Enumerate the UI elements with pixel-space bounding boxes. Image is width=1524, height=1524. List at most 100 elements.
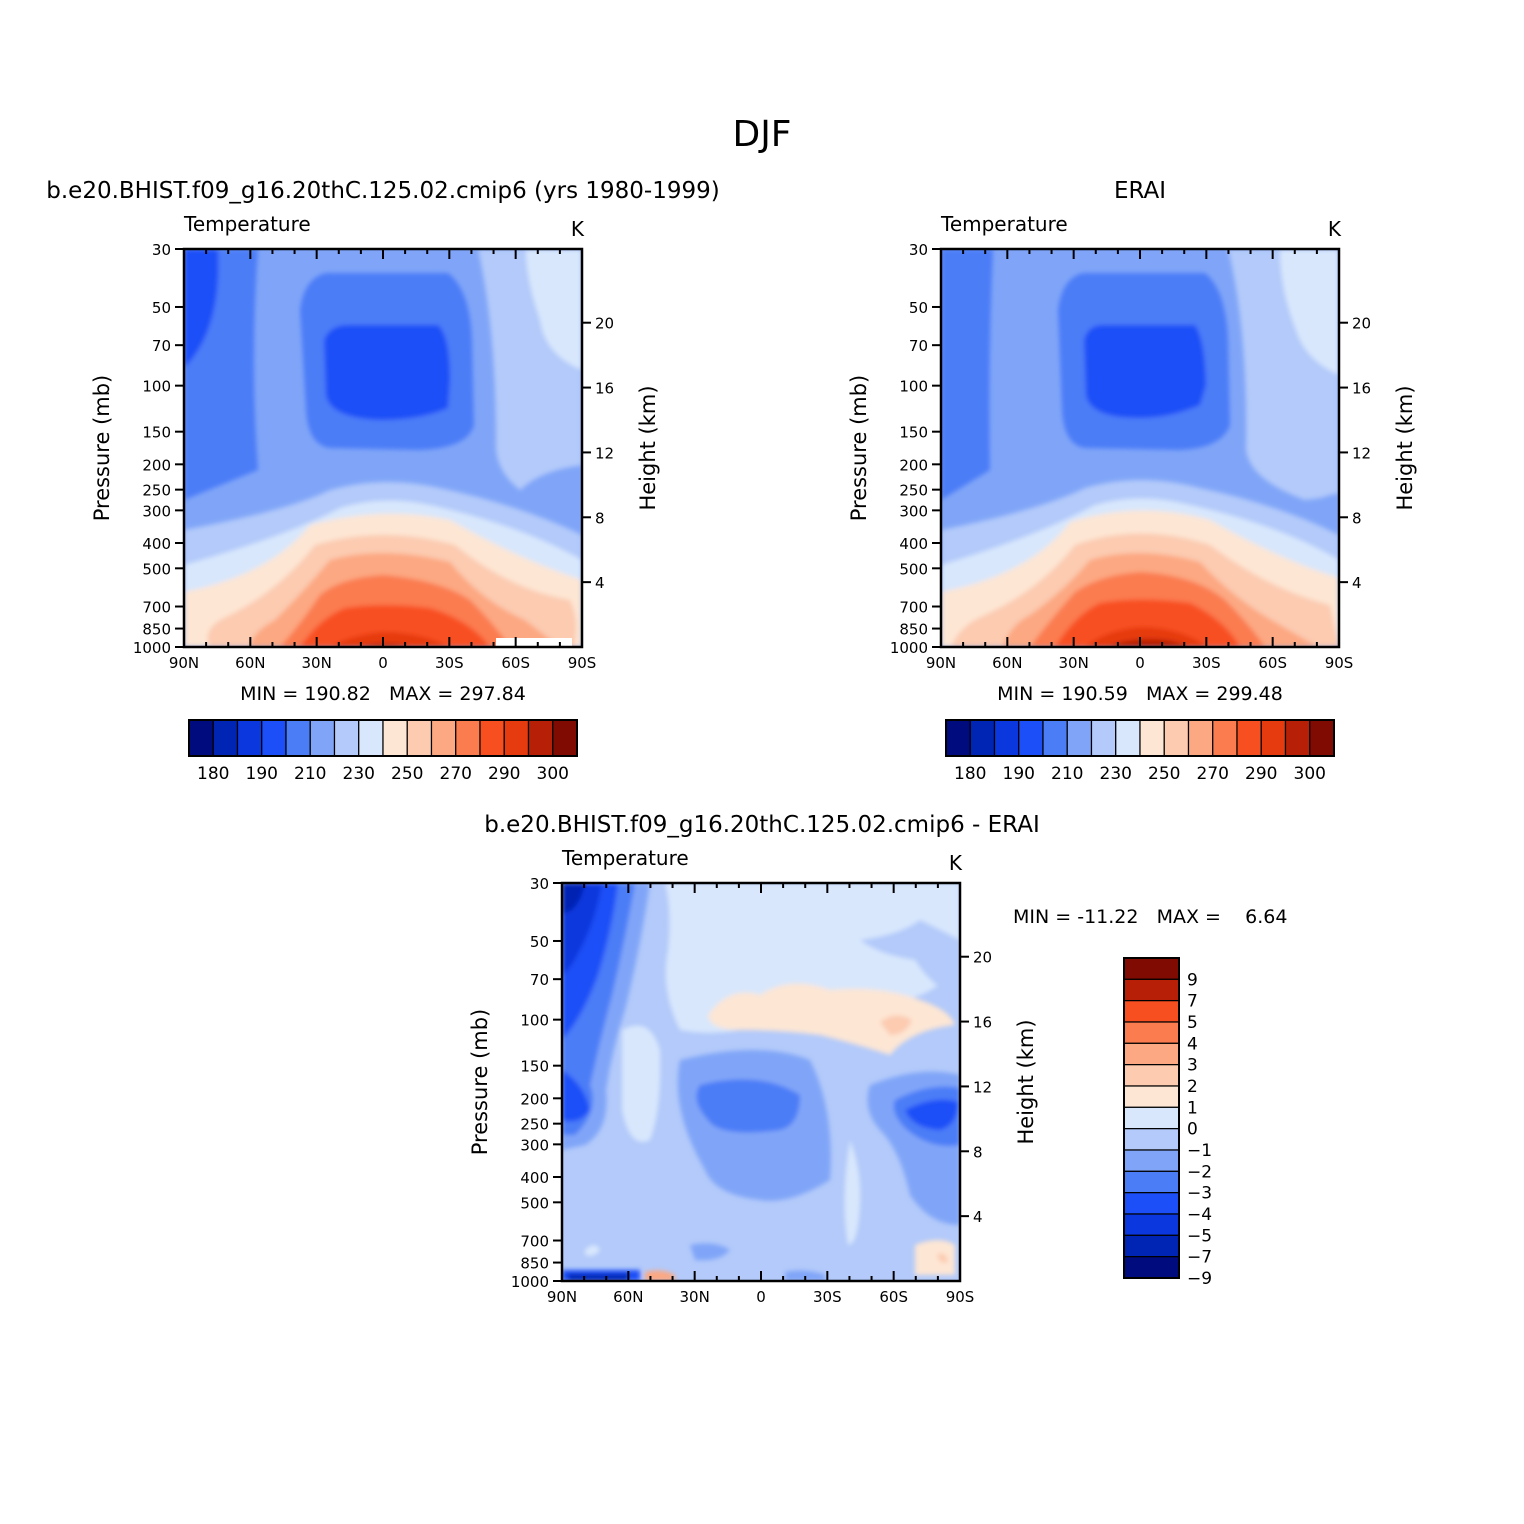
colorbar-swatch: [1123, 1256, 1180, 1279]
contour-band: [520, 465, 582, 518]
contour-band: [324, 325, 450, 420]
panel-model-variable-label: Temperature: [183, 212, 311, 236]
y2-tick-label: 20: [595, 315, 614, 333]
y-tick-label: 500: [899, 560, 928, 578]
x-tick-label: 60S: [879, 1288, 908, 1306]
y-tick-label: 250: [142, 482, 171, 500]
x-tick-label: 60N: [992, 654, 1022, 672]
y-tick-label: 50: [909, 299, 928, 317]
x-tick-label: 90N: [926, 654, 956, 672]
y-tick-label: 200: [899, 456, 928, 474]
y-tick-label: 150: [142, 424, 171, 442]
y2-tick-label: 16: [1352, 380, 1371, 398]
colorbar-swatch: [1123, 978, 1180, 1002]
panel-model-colorbar: 180 190 210 230 250 270 290 300: [188, 719, 578, 784]
colorbar-label: 180: [954, 764, 986, 784]
contour-band: [915, 1240, 955, 1275]
colorbar-label: 3: [1187, 1056, 1198, 1076]
y-tick-label: 300: [899, 502, 928, 520]
colorbar-label: 210: [294, 764, 326, 784]
panel-diff-title: b.e20.BHIST.f09_g16.20thC.125.02.cmip6 -…: [484, 812, 1039, 838]
contour-band: [1108, 639, 1188, 647]
panel-obs-units-label: K: [1328, 217, 1342, 241]
panel-obs-colorbar: 180 190 210 230 250 270 290 300: [945, 719, 1335, 784]
colorbar-label: 210: [1051, 764, 1083, 784]
y-tick-label: 50: [530, 933, 549, 951]
x-tick-label: 0: [1135, 654, 1145, 672]
colorbar-frame: [188, 719, 578, 757]
y2-tick-label: 4: [973, 1208, 983, 1226]
colorbar-swatch: [1123, 1042, 1180, 1066]
y-tick-label: 700: [899, 599, 928, 617]
x-tick-label: 60S: [501, 654, 530, 672]
y-tick-label: 850: [520, 1255, 549, 1273]
y-tick-label: 70: [152, 337, 171, 355]
colorbar-swatch: [552, 719, 578, 757]
colorbar-swatch: [1163, 719, 1190, 757]
y-tick-label: 700: [520, 1233, 549, 1251]
contour-band: [585, 1245, 600, 1256]
y-tick-label: 400: [899, 535, 928, 553]
colorbar-swatch: [1139, 719, 1165, 757]
contour-band: [1085, 627, 1208, 647]
colorbar-label: 250: [391, 764, 423, 784]
panel-obs: ERAI Temperature K: [847, 178, 1417, 784]
colorbar-label: 4: [1187, 1034, 1198, 1054]
panel-obs-ylabel: Pressure (mb): [847, 375, 871, 522]
y2-tick-label: 12: [1352, 444, 1371, 462]
colorbar-swatch: [1284, 719, 1311, 757]
y-tick-label: 70: [909, 337, 928, 355]
panel-diff: b.e20.BHIST.f09_g16.20thC.125.02.cmip6 -…: [468, 812, 1287, 1306]
colorbar-label: 190: [246, 764, 278, 784]
colorbar-swatch: [1090, 719, 1117, 757]
colorbar-swatch: [188, 719, 214, 757]
y-tick-label: 200: [520, 1090, 549, 1108]
colorbar-swatch: [1066, 719, 1093, 757]
contour-band: [690, 1243, 730, 1261]
contour-band: [844, 1140, 861, 1245]
colorbar-label: 9: [1187, 970, 1198, 990]
colorbar-swatch: [285, 719, 311, 757]
y-tick-label: 50: [152, 299, 171, 317]
colorbar-swatch: [455, 719, 481, 757]
colorbar-swatch: [1042, 719, 1068, 757]
colorbar-frame: [1123, 957, 1180, 1279]
y-tick-label: 700: [142, 599, 171, 617]
colorbar-swatch: [1260, 719, 1287, 757]
panel-diff-y2label: Height (km): [1014, 1019, 1038, 1144]
y2-tick-label: 16: [595, 380, 614, 398]
colorbar-swatch: [358, 719, 384, 757]
colorbar-label: 230: [1100, 764, 1132, 784]
y-tick-label: 100: [142, 378, 171, 396]
x-tick-label: 30N: [680, 1288, 710, 1306]
y-tick-label: 70: [530, 971, 549, 989]
colorbar-label: 250: [1148, 764, 1180, 784]
y2-tick-label: 4: [1352, 574, 1362, 592]
x-tick-label: 30N: [1059, 654, 1089, 672]
colorbar-swatch: [1187, 719, 1214, 757]
panel-obs-variable-label: Temperature: [940, 212, 1068, 236]
x-tick-label: 90S: [946, 1288, 975, 1306]
colorbar-label: 300: [537, 764, 569, 784]
missing-data-patch: [496, 638, 572, 647]
x-tick-label: 60N: [613, 1288, 643, 1306]
panel-obs-axes: 3050701001502002503004005007008501000481…: [890, 241, 1371, 672]
y2-tick-label: 12: [595, 444, 614, 462]
colorbar-label: 290: [488, 764, 520, 784]
y-tick-label: 850: [142, 621, 171, 639]
y2-tick-label: 8: [973, 1143, 983, 1161]
colorbar-swatch: [1236, 719, 1262, 757]
colorbar-label: −4: [1187, 1205, 1212, 1225]
colorbar-frame: [945, 719, 1335, 757]
y-tick-label: 100: [520, 1012, 549, 1030]
y-tick-label: 300: [520, 1136, 549, 1154]
contour-band: [905, 1099, 958, 1130]
y-tick-label: 500: [142, 560, 171, 578]
panel-model-units-label: K: [571, 217, 585, 241]
figure-title: DJF: [732, 114, 791, 155]
colorbar-swatch: [1123, 1234, 1180, 1258]
y-tick-label: 1000: [511, 1273, 549, 1291]
panel-model-stats: MIN = 190.82 MAX = 297.84: [240, 683, 526, 705]
